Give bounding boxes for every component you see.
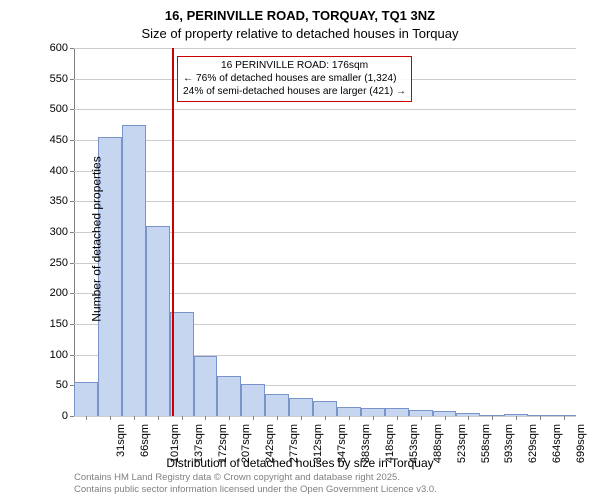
x-tick-mark [205, 416, 206, 420]
y-tick-mark [70, 416, 74, 417]
y-tick-mark [70, 355, 74, 356]
histogram-bar [337, 407, 361, 416]
x-tick-mark [134, 416, 135, 420]
y-tick-mark [70, 79, 74, 80]
histogram-bar [146, 226, 170, 416]
x-tick-label: 66sqm [139, 424, 151, 457]
x-tick-mark [86, 416, 87, 420]
x-tick-mark [229, 416, 230, 420]
x-tick-mark [540, 416, 541, 420]
y-tick-label: 500 [50, 103, 68, 115]
x-tick-mark [349, 416, 350, 420]
x-tick-mark [253, 416, 254, 420]
y-tick-label: 300 [50, 226, 68, 238]
annotation-line: ← 76% of detached houses are smaller (1,… [183, 73, 406, 86]
x-tick-label: 383sqm [360, 424, 372, 463]
x-tick-mark [277, 416, 278, 420]
chart-subtitle: Size of property relative to detached ho… [141, 26, 458, 41]
plot-area: 16 PERINVILLE ROAD: 176sqm← 76% of detac… [74, 48, 576, 416]
x-tick-mark [421, 416, 422, 420]
gridline [74, 140, 576, 141]
x-tick-mark [182, 416, 183, 420]
x-tick-mark [564, 416, 565, 420]
histogram-bar [217, 376, 241, 416]
x-tick-label: 593sqm [504, 424, 516, 463]
x-tick-label: 242sqm [265, 424, 277, 463]
x-tick-label: 137sqm [193, 424, 205, 463]
x-tick-mark [445, 416, 446, 420]
histogram-bar [74, 382, 98, 416]
gridline [74, 48, 576, 49]
x-tick-mark [110, 416, 111, 420]
histogram-bar [289, 398, 313, 416]
x-tick-label: 699sqm [575, 424, 587, 463]
y-tick-label: 100 [50, 349, 68, 361]
x-tick-label: 453sqm [408, 424, 420, 463]
x-tick-label: 629sqm [527, 424, 539, 463]
y-axis-title: Number of detached properties [90, 156, 104, 321]
histogram-bar [241, 384, 265, 417]
y-tick-mark [70, 140, 74, 141]
y-tick-label: 400 [50, 165, 68, 177]
y-tick-label: 450 [50, 134, 68, 146]
histogram-bar [194, 356, 218, 416]
annotation-line: 24% of semi-detached houses are larger (… [183, 86, 406, 99]
gridline [74, 109, 576, 110]
y-tick-label: 550 [50, 73, 68, 85]
y-tick-mark [70, 293, 74, 294]
gridline [74, 201, 576, 202]
reference-line [172, 48, 174, 416]
x-tick-label: 101sqm [169, 424, 181, 463]
gridline [74, 171, 576, 172]
x-tick-label: 207sqm [241, 424, 253, 463]
y-tick-mark [70, 385, 74, 386]
x-tick-label: 31sqm [115, 424, 127, 457]
annotation-line: 16 PERINVILLE ROAD: 176sqm [183, 60, 406, 73]
histogram-bar [385, 408, 409, 416]
chart-title: 16, PERINVILLE ROAD, TORQUAY, TQ1 3NZ [165, 8, 435, 23]
y-tick-label: 600 [50, 42, 68, 54]
y-tick-label: 50 [56, 379, 68, 391]
y-tick-label: 0 [62, 410, 68, 422]
y-tick-mark [70, 109, 74, 110]
x-tick-label: 664sqm [551, 424, 563, 463]
x-tick-label: 347sqm [336, 424, 348, 463]
histogram-bar [361, 408, 385, 416]
histogram-bar [313, 401, 337, 416]
y-tick-label: 350 [50, 195, 68, 207]
histogram-bar [265, 394, 289, 416]
x-tick-label: 312sqm [312, 424, 324, 463]
y-tick-mark [70, 201, 74, 202]
x-tick-mark [301, 416, 302, 420]
y-tick-mark [70, 171, 74, 172]
x-tick-label: 523sqm [456, 424, 468, 463]
x-tick-mark [516, 416, 517, 420]
x-tick-mark [158, 416, 159, 420]
annotation-box: 16 PERINVILLE ROAD: 176sqm← 76% of detac… [177, 56, 412, 102]
x-tick-label: 488sqm [432, 424, 444, 463]
x-tick-mark [325, 416, 326, 420]
x-tick-mark [397, 416, 398, 420]
footer-attribution: Contains HM Land Registry data © Crown c… [74, 472, 437, 496]
x-tick-mark [492, 416, 493, 420]
x-tick-mark [373, 416, 374, 420]
y-tick-label: 250 [50, 257, 68, 269]
y-tick-mark [70, 48, 74, 49]
y-tick-mark [70, 263, 74, 264]
x-tick-label: 277sqm [288, 424, 300, 463]
x-tick-label: 172sqm [217, 424, 229, 463]
y-tick-label: 200 [50, 287, 68, 299]
footer-line1: Contains HM Land Registry data © Crown c… [74, 472, 437, 484]
x-tick-label: 418sqm [384, 424, 396, 463]
x-tick-mark [468, 416, 469, 420]
x-tick-label: 558sqm [480, 424, 492, 463]
y-tick-mark [70, 232, 74, 233]
footer-line2: Contains public sector information licen… [74, 484, 437, 496]
histogram-bar [122, 125, 146, 416]
y-tick-mark [70, 324, 74, 325]
y-tick-label: 150 [50, 318, 68, 330]
